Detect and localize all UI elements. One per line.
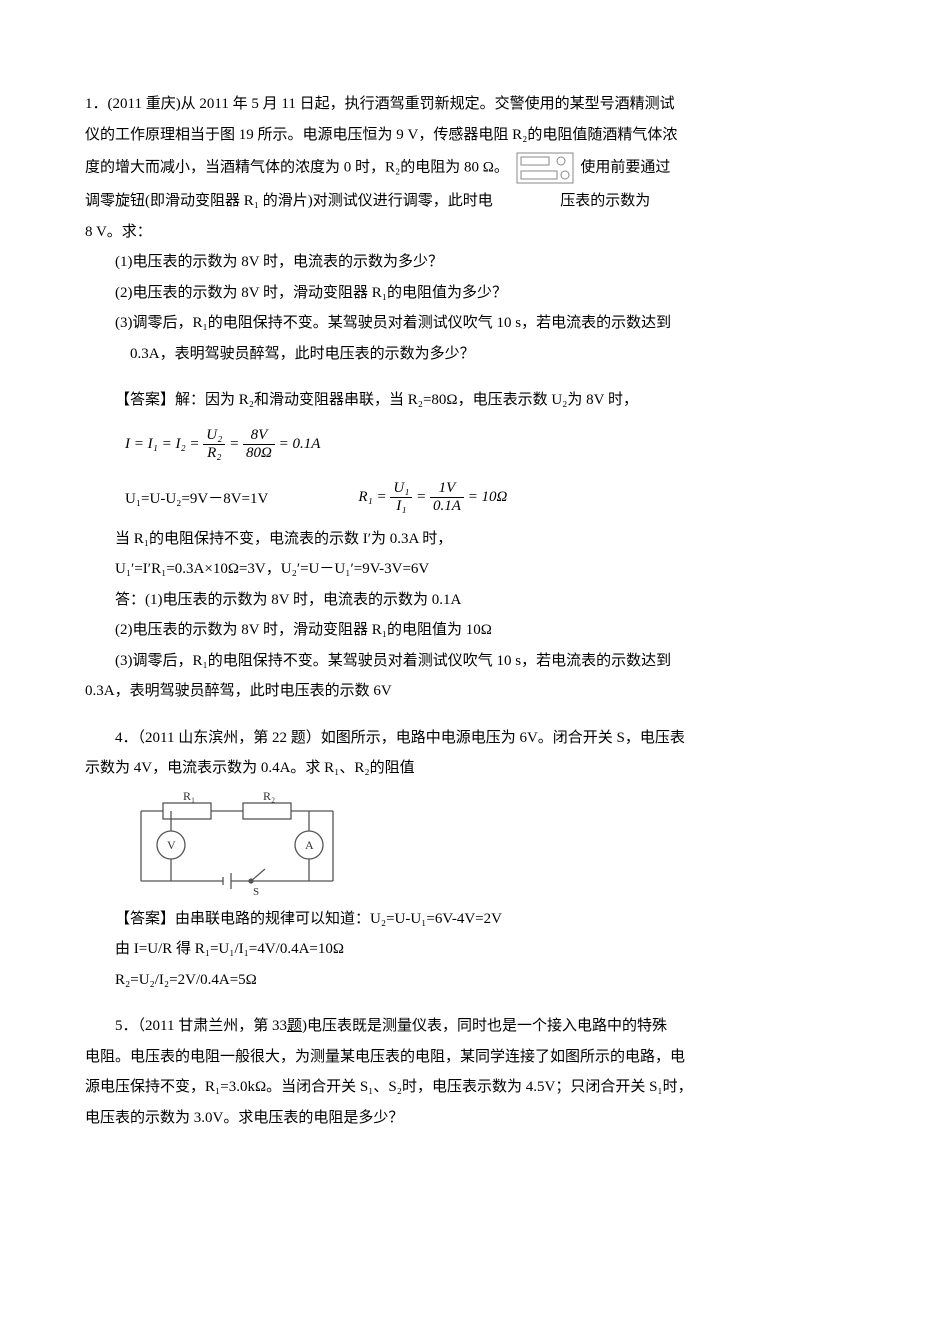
q4-ans1: 【答案】由串联电路的规律可以知道：U₂=U-U₁=6V-4V=2V — [85, 905, 860, 934]
f2-frac2-den: 0.1A — [430, 498, 464, 515]
q5-l1-a: 5．（2011 甘肃兰州，第 33 — [115, 1018, 287, 1034]
q1-line4: 调零旋钮(即滑动变阻器 R₁ 的滑片)对测试仪进行调零，此时电 压表的示数为 — [85, 187, 860, 216]
q4-ans2: 由 I=U/R 得 R₁=U₁/I₁=4V/0.4A=10Ω — [85, 935, 860, 964]
q4-s-label: S — [253, 886, 259, 898]
q1-formula-row2: U₁=U-U₂=9V－8V=1V R₁ = U₁ I₁ = 1V 0.1A = … — [125, 480, 860, 515]
q5-line4: 电压表的示数为 3.0V。求电压表的电阻是多少？ — [85, 1104, 860, 1133]
q1-ans-l1: 当 R₁的电阻保持不变，电流表的示数 I′为 0.3A 时， — [85, 525, 860, 554]
circuit-inline-icon — [515, 151, 575, 185]
q5-l1-u: 题 — [287, 1018, 302, 1034]
q5-line2: 电阻。电压表的电阻一般很大，为测量某电压表的电阻，某同学连接了如图所示的电路，电 — [85, 1043, 860, 1072]
q1-ans-intro: 【答案】解：因为 R₂和滑动变阻器串联，当 R₂=80Ω，电压表示数 U₂为 8… — [85, 386, 860, 415]
q1-l4-text-a: 调零旋钮(即滑动变阻器 R₁ 的滑片)对测试仪进行调零，此时电 — [85, 193, 493, 209]
q4-ans3: R₂=U₂/I₂=2V/0.4A=5Ω — [85, 966, 860, 995]
q1-l3-text-b: 使用前要通过 — [580, 159, 670, 175]
q1-ans-l5a: (3)调零后，R₁的电阻保持不变。某驾驶员对着测试仪吹气 10 s，若电流表的示… — [85, 647, 860, 676]
q1-l3-text-a: 度的增大而减小，当酒精气体的浓度为 0 时，R₂的电阻为 80 Ω。 — [85, 159, 509, 175]
q1-sub2: (2)电压表的示数为 8V 时，滑动变阻器 R₁的电阻值为多少？ — [85, 279, 860, 308]
q1-line2: 仪的工作原理相当于图 19 所示。电源电压恒为 9 V，传感器电阻 R₂的电阻值… — [85, 121, 860, 150]
f2-res: = 10Ω — [468, 488, 508, 504]
f1-eq1: = — [229, 435, 239, 451]
q4-v-label: V — [167, 838, 176, 852]
f2-frac2-num: 1V — [430, 480, 464, 498]
q5-line1: 5．（2011 甘肃兰州，第 33题)电压表既是测量仪表，同时也是一个接入电路中… — [85, 1012, 860, 1041]
q1-sub1: (1)电压表的示数为 8V 时，电流表的示数为多少？ — [85, 248, 860, 277]
f2-frac1: U₁ I₁ — [390, 480, 412, 515]
q4-line2: 示数为 4V，电流表示数为 0.4A。求 R₁、R₂的阻值 — [85, 754, 860, 783]
q1-sub3b: 0.3A，表明驾驶员醉驾，此时电压表的示数为多少？ — [85, 340, 860, 369]
q1-ans-l5b: 0.3A，表明驾驶员醉驾，此时电压表的示数 6V — [85, 677, 860, 706]
f1-frac2-num: 8V — [243, 427, 275, 445]
q1-formula1: I = I₁ = I₂ = U₂ R₂ = 8V 80Ω = 0.1A — [125, 427, 860, 462]
q4-r2-label: R₂ — [263, 789, 275, 803]
f1-frac2-den: 80Ω — [243, 445, 275, 462]
f1-frac1: U₂ R₂ — [203, 427, 225, 462]
q1-r1-formula: R₁ = U₁ I₁ = 1V 0.1A = 10Ω — [358, 480, 507, 515]
q4-a-label: A — [305, 838, 314, 852]
f1-lhs: I = I₁ = I₂ = — [125, 435, 200, 451]
q4-r1-label: R₁ — [183, 789, 195, 803]
f2-frac1-num: U₁ — [390, 480, 412, 498]
q1-ans-l4: (2)电压表的示数为 8V 时，滑动变阻器 R₁的电阻值为 10Ω — [85, 616, 860, 645]
q4-circuit-diagram: R₁ R₂ V A S — [123, 789, 353, 899]
f2-lhs: R₁ = — [358, 488, 386, 504]
f1-frac1-den: R₂ — [203, 445, 225, 462]
f2-frac2: 1V 0.1A — [430, 480, 464, 515]
q5-line3: 源电压保持不变，R₁=3.0kΩ。当闭合开关 S₁、S₂时，电压表示数为 4.5… — [85, 1073, 860, 1102]
q1-ans-l3: 答：(1)电压表的示数为 8V 时，电流表的示数为 0.1A — [85, 586, 860, 615]
q1-line1: 1．(2011 重庆)从 2011 年 5 月 11 日起，执行酒驾重罚新规定。… — [85, 90, 860, 119]
q1-ans-l2: U₁′=I′R₁=0.3A×10Ω=3V，U₂′=U－U₁′=9V-3V=6V — [85, 555, 860, 584]
q1-line5: 8 V。求： — [85, 218, 860, 247]
q5-l1-b: )电压表既是测量仪表，同时也是一个接入电路中的特殊 — [302, 1018, 667, 1034]
f1-res: = 0.1A — [279, 435, 321, 451]
f1-frac2: 8V 80Ω — [243, 427, 275, 462]
q1-sub3a: (3)调零后，R₁的电阻保持不变。某驾驶员对着测试仪吹气 10 s，若电流表的示… — [85, 309, 860, 338]
f1-frac1-num: U₂ — [203, 427, 225, 445]
f2-frac1-den: I₁ — [390, 498, 412, 515]
q1-line3: 度的增大而减小，当酒精气体的浓度为 0 时，R₂的电阻为 80 Ω。 使用前要通… — [85, 151, 860, 185]
f2-eq1: = — [416, 488, 426, 504]
q1-u1-expr: U₁=U-U₂=9V－8V=1V — [125, 487, 268, 508]
q4-line1: 4．（2011 山东滨州，第 22 题）如图所示，电路中电源电压为 6V。闭合开… — [85, 724, 860, 753]
q1-l4-text-b: 压表的示数为 — [560, 193, 650, 209]
